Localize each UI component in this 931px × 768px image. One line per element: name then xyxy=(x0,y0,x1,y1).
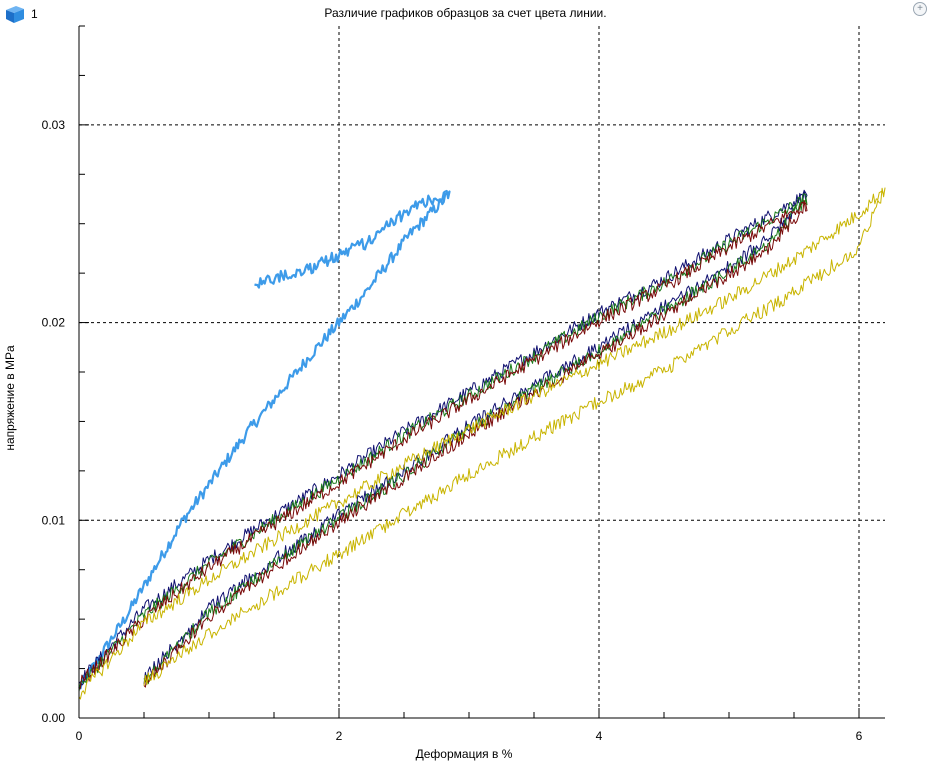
y-axis-label: напряжение в MPa xyxy=(3,345,17,451)
grid-lines xyxy=(79,26,885,718)
y-tick-label: 0.00 xyxy=(42,711,66,725)
series-group xyxy=(78,187,886,700)
y-tick-label: 0.02 xyxy=(42,316,66,330)
tick-marks: 0 2 4 6 0.00 0.01 0.02 0.03 xyxy=(42,25,863,743)
series-line-4 xyxy=(78,200,808,689)
x-tick-label: 6 xyxy=(856,729,863,743)
chart-title: Различие графиков образцов за счет цвета… xyxy=(324,6,607,20)
series-line-3 xyxy=(78,193,808,692)
x-axis-label: Деформация в % xyxy=(416,747,513,761)
zoom-in-icon[interactable]: + xyxy=(913,2,927,16)
x-tick-label: 0 xyxy=(76,729,83,743)
series-line-1 xyxy=(78,189,451,690)
y-tick-label: 0.01 xyxy=(42,513,66,527)
badge-number: 1 xyxy=(31,7,38,21)
chart-badge: 1 xyxy=(4,4,38,24)
x-tick-label: 4 xyxy=(596,729,603,743)
series-line-5 xyxy=(78,187,886,700)
blue-cube-icon xyxy=(6,6,24,23)
axes xyxy=(78,26,885,719)
y-tick-label: 0.03 xyxy=(42,118,66,132)
x-tick-label: 2 xyxy=(336,729,343,743)
